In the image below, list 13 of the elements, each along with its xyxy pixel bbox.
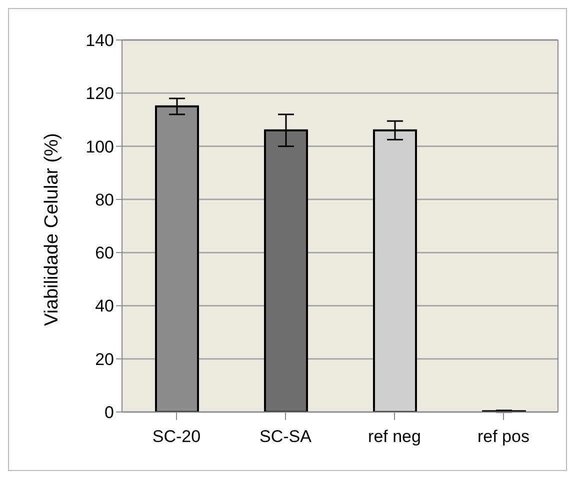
y-tick-label: 80	[95, 190, 114, 210]
y-tick-label: 0	[104, 403, 114, 422]
y-tick-label: 140	[86, 31, 114, 50]
y-axis-title: Viabilidade Celular (%)	[42, 133, 63, 326]
y-tick-label: 60	[95, 244, 114, 263]
y-tick-label: 100	[86, 137, 114, 156]
x-tick-label: ref pos	[478, 427, 530, 446]
x-tick-label: SC-20	[152, 427, 201, 446]
y-tick-label: 120	[86, 84, 114, 104]
x-tick-label: ref neg	[368, 427, 421, 446]
x-tick-label: SC-SA	[260, 427, 312, 446]
y-tick-label: 20	[95, 350, 114, 369]
y-tick-label: 40	[95, 296, 114, 316]
